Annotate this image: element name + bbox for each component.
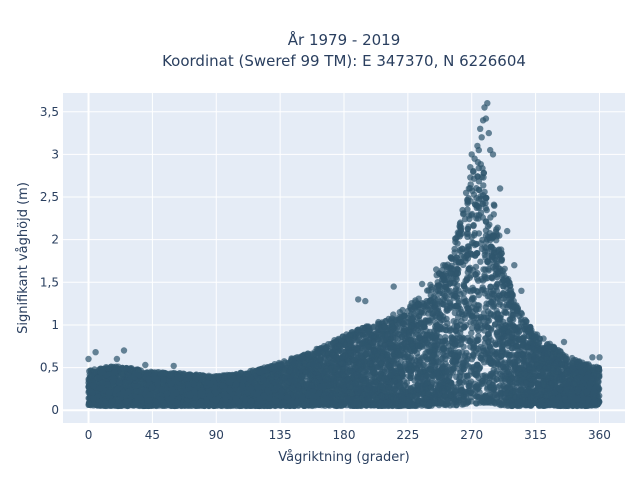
data-point [477,258,484,265]
data-point [468,329,475,337]
chart-title-line1: År 1979 - 2019 [288,30,401,49]
data-points [85,100,603,410]
data-point [375,318,382,326]
chart-title-line2: Koordinat (Sweref 99 TM): E 347370, N 62… [162,52,526,70]
data-point [483,206,490,214]
data-point [470,221,477,229]
data-point [494,224,501,231]
data-point [468,325,476,332]
data-point [399,306,406,314]
data-point [461,298,469,305]
